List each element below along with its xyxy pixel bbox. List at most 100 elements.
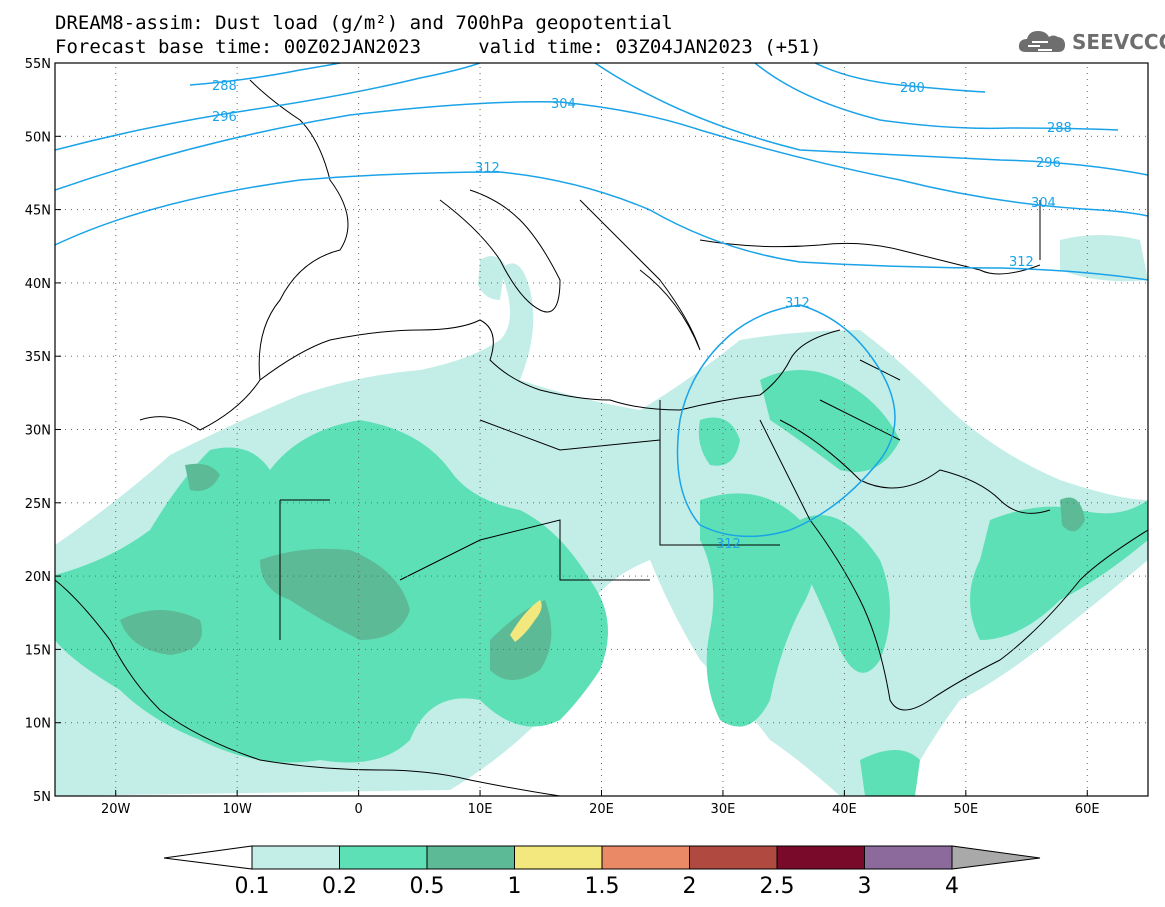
grid-dot bbox=[689, 282, 690, 284]
grid-dot bbox=[965, 685, 967, 686]
grid-dot bbox=[965, 367, 967, 368]
grid-dot bbox=[1086, 217, 1088, 218]
grid-dot bbox=[773, 135, 774, 137]
grid-dot bbox=[425, 502, 426, 504]
grid-dot bbox=[845, 575, 846, 577]
grid-dot bbox=[791, 282, 792, 284]
grid-dot bbox=[119, 282, 120, 284]
grid-dot bbox=[389, 429, 390, 430]
grid-dot bbox=[497, 429, 498, 430]
grid-dot bbox=[365, 135, 366, 137]
grid-dot bbox=[722, 289, 724, 290]
grid-dot bbox=[941, 648, 942, 650]
grid-dot bbox=[683, 575, 684, 577]
grid-dot bbox=[1055, 722, 1056, 724]
grid-dot bbox=[629, 282, 630, 284]
grid-dot bbox=[722, 169, 724, 170]
grid-dot bbox=[125, 209, 126, 211]
grid-dot bbox=[479, 481, 481, 482]
grid-dot bbox=[299, 355, 300, 357]
grid-dot bbox=[941, 502, 942, 504]
grid-dot bbox=[197, 575, 198, 577]
lon-label: 10W bbox=[222, 802, 252, 817]
grid-dot bbox=[115, 745, 117, 746]
grid-dot bbox=[1086, 625, 1088, 626]
grid-dot bbox=[905, 648, 906, 650]
grid-dot bbox=[851, 575, 852, 577]
grid-dot bbox=[935, 209, 936, 211]
grid-dot bbox=[629, 355, 630, 357]
grid-dot bbox=[358, 691, 360, 692]
grid-dot bbox=[299, 282, 300, 284]
grid-dot bbox=[1103, 722, 1104, 724]
grid-dot bbox=[803, 648, 804, 650]
grid-dot bbox=[722, 505, 724, 506]
grid-dot bbox=[791, 722, 792, 724]
grid-dot bbox=[479, 193, 481, 194]
grid-dot bbox=[722, 607, 724, 608]
grid-dot bbox=[839, 722, 840, 724]
grid-dot bbox=[473, 282, 474, 284]
grid-dot bbox=[797, 209, 798, 211]
grid-dot bbox=[358, 283, 360, 284]
grid-dot bbox=[845, 429, 846, 430]
grid-dot bbox=[905, 135, 906, 137]
grid-dot bbox=[917, 502, 918, 504]
grid-dot bbox=[601, 637, 602, 638]
grid-dot bbox=[443, 575, 444, 577]
grid-dot bbox=[197, 355, 198, 357]
colorbar-swatch bbox=[426, 845, 515, 870]
grid-dot bbox=[843, 355, 845, 356]
grid-dot bbox=[749, 648, 750, 650]
grid-dot bbox=[863, 135, 864, 137]
grid-dot bbox=[115, 517, 117, 518]
gridlines bbox=[59, 67, 1146, 794]
grid-dot bbox=[659, 648, 660, 650]
grid-dot bbox=[1086, 223, 1088, 224]
grid-dot bbox=[221, 429, 222, 430]
grid-dot bbox=[125, 648, 126, 650]
grid-dot bbox=[977, 575, 978, 577]
grid-dot bbox=[461, 355, 462, 357]
grid-dot bbox=[965, 595, 967, 596]
grid-dot bbox=[601, 475, 602, 476]
grid-dot bbox=[358, 139, 360, 140]
grid-dot bbox=[569, 135, 570, 137]
grid-dot bbox=[749, 209, 750, 211]
grid-dot bbox=[647, 648, 648, 650]
grid-dot bbox=[236, 673, 238, 674]
grid-dot bbox=[358, 127, 360, 128]
grid-dot bbox=[653, 282, 654, 284]
grid-dot bbox=[1007, 282, 1008, 284]
grid-dot bbox=[959, 648, 960, 650]
grid-dot bbox=[785, 209, 786, 211]
grid-dot bbox=[221, 282, 222, 284]
grid-dot bbox=[533, 429, 534, 430]
grid-dot bbox=[601, 505, 602, 506]
grid-dot bbox=[115, 697, 117, 698]
grid-dot bbox=[443, 502, 444, 504]
grid-dot bbox=[479, 217, 481, 218]
grid-dot bbox=[358, 517, 360, 518]
grid-dot bbox=[761, 722, 762, 724]
grid-dot bbox=[395, 575, 396, 577]
grid-dot bbox=[461, 502, 462, 504]
grid-dot bbox=[479, 67, 481, 68]
grid-dot bbox=[358, 379, 360, 380]
grid-dot bbox=[323, 135, 324, 137]
grid-dot bbox=[149, 355, 150, 357]
grid-dot bbox=[215, 209, 216, 211]
grid-dot bbox=[539, 355, 540, 357]
grid-dot bbox=[137, 429, 138, 430]
grid-dot bbox=[509, 502, 510, 504]
grid-dot bbox=[101, 135, 102, 137]
grid-dot bbox=[236, 715, 238, 716]
grid-dot bbox=[115, 781, 117, 782]
grid-dot bbox=[143, 575, 144, 577]
grid-dot bbox=[77, 282, 78, 284]
grid-dot bbox=[1007, 209, 1008, 211]
grid-dot bbox=[971, 282, 972, 284]
grid-dot bbox=[843, 631, 845, 632]
grid-dot bbox=[203, 209, 204, 211]
grid-dot bbox=[713, 282, 714, 284]
